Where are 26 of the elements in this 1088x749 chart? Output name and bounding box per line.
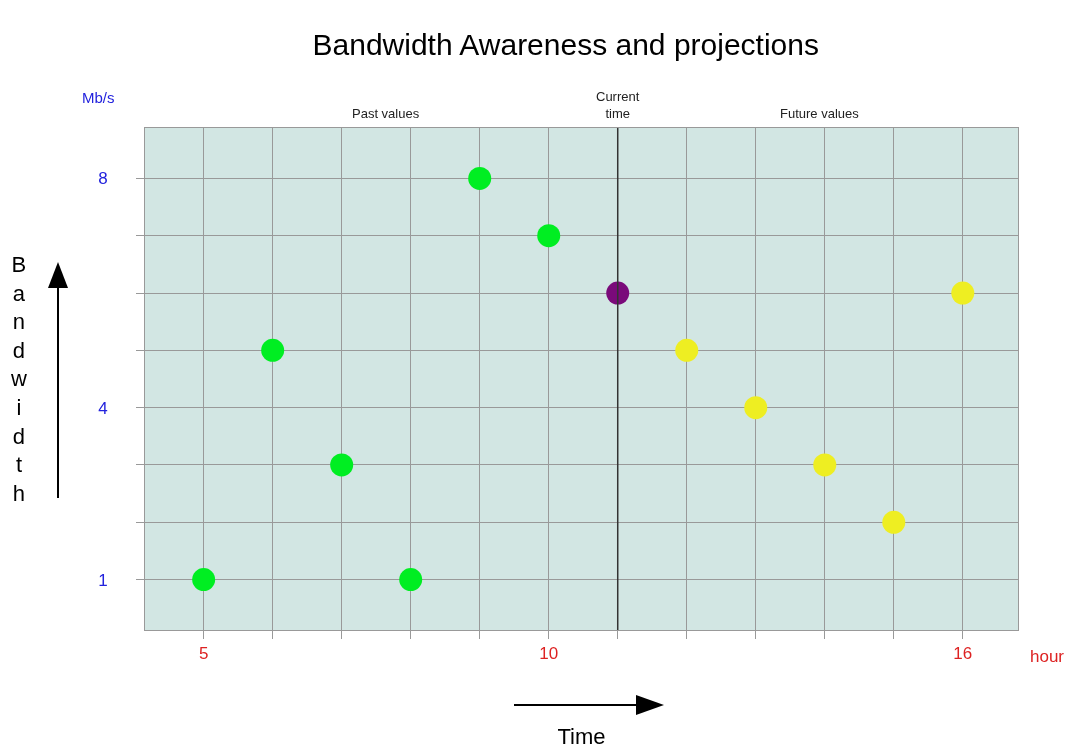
point <box>606 281 630 305</box>
point <box>951 281 975 305</box>
text: Mb/s <box>82 89 115 106</box>
y-tick-label: 4 <box>98 398 108 418</box>
point <box>399 568 423 592</box>
text: hour <box>1030 647 1065 666</box>
text: Past values <box>352 106 420 121</box>
y-tick-label: 8 <box>98 169 108 189</box>
x-tick-label: 16 <box>953 644 973 664</box>
point <box>330 453 354 477</box>
x-tick-label: 10 <box>539 644 559 664</box>
point <box>537 224 561 248</box>
x-axis-title: Time <box>557 724 606 749</box>
chart-title: Bandwidth Awareness and projections <box>312 27 819 61</box>
point <box>261 338 285 362</box>
point <box>882 510 906 534</box>
point <box>675 338 699 362</box>
y-tick-label: 1 <box>98 570 108 590</box>
point <box>813 453 837 477</box>
point <box>468 166 492 190</box>
ref-line-label: Current time <box>596 89 640 121</box>
point <box>744 396 768 420</box>
text: Bandwidth <box>11 252 27 506</box>
x-tick-label: 5 <box>198 644 209 664</box>
point <box>192 568 216 592</box>
text: Future values <box>780 106 860 121</box>
